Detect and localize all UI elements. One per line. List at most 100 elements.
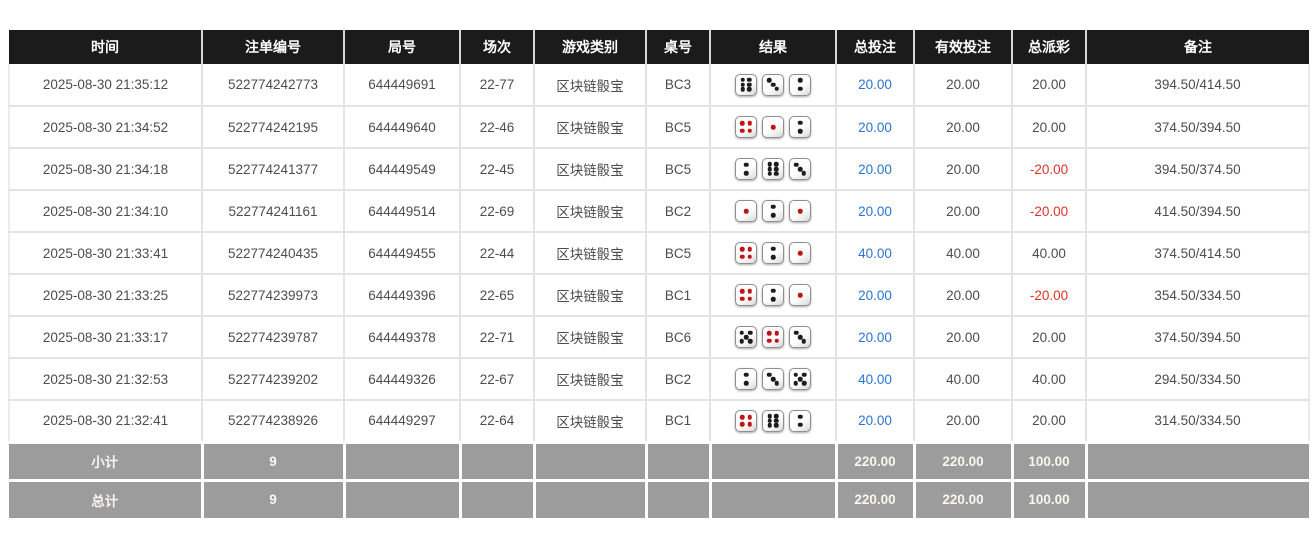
summary-total-bet: 220.00 bbox=[834, 440, 916, 482]
cell-round_id: 644449396 bbox=[343, 274, 461, 317]
cell-session: 22-46 bbox=[459, 106, 535, 149]
header-row: 时间 注单编号 局号 场次 游戏类别 桌号 结果 总投注 有效投注 总派彩 备注 bbox=[9, 30, 1309, 64]
total-bet-link[interactable]: 20.00 bbox=[835, 274, 915, 317]
cell-round_id: 644449691 bbox=[343, 64, 461, 107]
die-1-icon bbox=[789, 284, 811, 306]
cell-table_no: BC5 bbox=[645, 106, 711, 149]
cell-session: 22-45 bbox=[459, 148, 535, 191]
die-3-icon bbox=[762, 368, 784, 390]
table-row: 2025-08-30 21:33:41 522774240435 644449455… bbox=[8, 232, 1310, 275]
cell-result bbox=[709, 232, 837, 275]
die-1-icon bbox=[789, 200, 811, 222]
cell-table_no: BC2 bbox=[645, 190, 711, 233]
cell-table_no: BC5 bbox=[645, 232, 711, 275]
cell-payout: 20.00 bbox=[1011, 64, 1087, 107]
cell-table_no: BC1 bbox=[645, 400, 711, 443]
die-3-icon bbox=[789, 326, 811, 348]
summary-total-bet: 220.00 bbox=[834, 478, 916, 518]
dice-result bbox=[713, 326, 833, 348]
dice-result bbox=[713, 242, 833, 264]
dice-result bbox=[713, 158, 833, 180]
die-4-icon bbox=[735, 116, 757, 138]
cell-valid_bet: 20.00 bbox=[913, 274, 1013, 317]
summary-cell-game bbox=[532, 440, 648, 482]
die-4-icon bbox=[762, 326, 784, 348]
cell-game: 区块链骰宝 bbox=[533, 148, 647, 191]
cell-valid_bet: 20.00 bbox=[913, 148, 1013, 191]
cell-remark: 394.50/374.50 bbox=[1085, 148, 1310, 191]
total-bet-link[interactable]: 20.00 bbox=[835, 106, 915, 149]
cell-time: 2025-08-30 21:33:41 bbox=[8, 232, 203, 275]
cell-game: 区块链骰宝 bbox=[533, 106, 647, 149]
cell-bet_id: 522774239973 bbox=[201, 274, 345, 317]
cell-time: 2025-08-30 21:33:17 bbox=[8, 316, 203, 359]
die-5-icon bbox=[789, 368, 811, 390]
cell-bet_id: 522774239202 bbox=[201, 358, 345, 401]
cell-result bbox=[709, 400, 837, 443]
cell-payout: 20.00 bbox=[1011, 106, 1087, 149]
table-row: 2025-08-30 21:32:53 522774239202 644449326… bbox=[8, 358, 1310, 401]
die-3-icon bbox=[762, 73, 784, 96]
cell-game: 区块链骰宝 bbox=[533, 358, 647, 401]
cell-bet_id: 522774238926 bbox=[201, 400, 345, 443]
total-bet-link[interactable]: 40.00 bbox=[835, 232, 915, 275]
total-bet-link[interactable]: 20.00 bbox=[835, 148, 915, 191]
summary-cell-game bbox=[532, 478, 648, 518]
total-bet-link[interactable]: 20.00 bbox=[835, 316, 915, 359]
cell-payout: -20.00 bbox=[1011, 190, 1087, 233]
cell-table_no: BC6 bbox=[645, 316, 711, 359]
dice-result bbox=[713, 116, 833, 138]
die-3-icon bbox=[789, 158, 811, 180]
cell-session: 22-65 bbox=[459, 274, 535, 317]
table-row: 2025-08-30 21:34:52 522774242195 644449640… bbox=[8, 106, 1310, 149]
total-bet-link[interactable]: 20.00 bbox=[835, 190, 915, 233]
table-row: 2025-08-30 21:32:41 522774238926 644449297… bbox=[8, 400, 1310, 443]
subtotal-row: 小计 9 220.00 220.00 100.00 bbox=[9, 440, 1309, 482]
cell-remark: 394.50/414.50 bbox=[1085, 64, 1310, 107]
summary-valid-bet: 220.00 bbox=[912, 440, 1014, 482]
bet-history-table: 时间 注单编号 局号 场次 游戏类别 桌号 结果 总投注 有效投注 总派彩 备注 2025-08-3… bbox=[8, 30, 1310, 518]
cell-payout: -20.00 bbox=[1011, 148, 1087, 191]
dice-result bbox=[713, 409, 833, 432]
die-4-icon bbox=[735, 284, 757, 306]
table-row: 2025-08-30 21:34:18 522774241377 644449549… bbox=[8, 148, 1310, 191]
cell-bet_id: 522774241161 bbox=[201, 190, 345, 233]
cell-time: 2025-08-30 21:33:25 bbox=[8, 274, 203, 317]
total-bet-link[interactable]: 20.00 bbox=[835, 64, 915, 107]
die-2-icon bbox=[762, 242, 784, 264]
die-2-icon bbox=[789, 409, 811, 432]
summary-count: 9 bbox=[200, 478, 346, 518]
die-2-icon bbox=[762, 200, 784, 222]
cell-time: 2025-08-30 21:34:18 bbox=[8, 148, 203, 191]
cell-game: 区块链骰宝 bbox=[533, 400, 647, 443]
summary-cell-remark bbox=[1084, 440, 1309, 482]
table-row: 2025-08-30 21:35:12 522774242773 644449691… bbox=[8, 64, 1310, 107]
cell-time: 2025-08-30 21:34:10 bbox=[8, 190, 203, 233]
die-1-icon bbox=[762, 116, 784, 138]
dice-result bbox=[713, 368, 833, 390]
total-bet-link[interactable]: 20.00 bbox=[835, 400, 915, 443]
table-row: 2025-08-30 21:34:10 522774241161 644449514… bbox=[8, 190, 1310, 233]
die-1-icon bbox=[735, 200, 757, 222]
summary-count: 9 bbox=[200, 440, 346, 482]
column-header-time: 时间 bbox=[9, 30, 202, 64]
die-6-icon bbox=[735, 73, 757, 96]
cell-valid_bet: 20.00 bbox=[913, 316, 1013, 359]
column-header-table_no: 桌号 bbox=[645, 30, 710, 64]
cell-result bbox=[709, 106, 837, 149]
cell-valid_bet: 20.00 bbox=[913, 400, 1013, 443]
cell-round_id: 644449455 bbox=[343, 232, 461, 275]
cell-valid_bet: 20.00 bbox=[913, 106, 1013, 149]
cell-game: 区块链骰宝 bbox=[533, 64, 647, 107]
cell-remark: 354.50/334.50 bbox=[1085, 274, 1310, 317]
die-2-icon bbox=[762, 284, 784, 306]
summary-payout: 100.00 bbox=[1010, 440, 1088, 482]
column-header-bet_id: 注单编号 bbox=[201, 30, 344, 64]
dice-result bbox=[713, 200, 833, 222]
dice-result bbox=[713, 284, 833, 306]
cell-table_no: BC5 bbox=[645, 148, 711, 191]
cell-game: 区块链骰宝 bbox=[533, 316, 647, 359]
summary-cell-session bbox=[458, 440, 536, 482]
total-bet-link[interactable]: 40.00 bbox=[835, 358, 915, 401]
